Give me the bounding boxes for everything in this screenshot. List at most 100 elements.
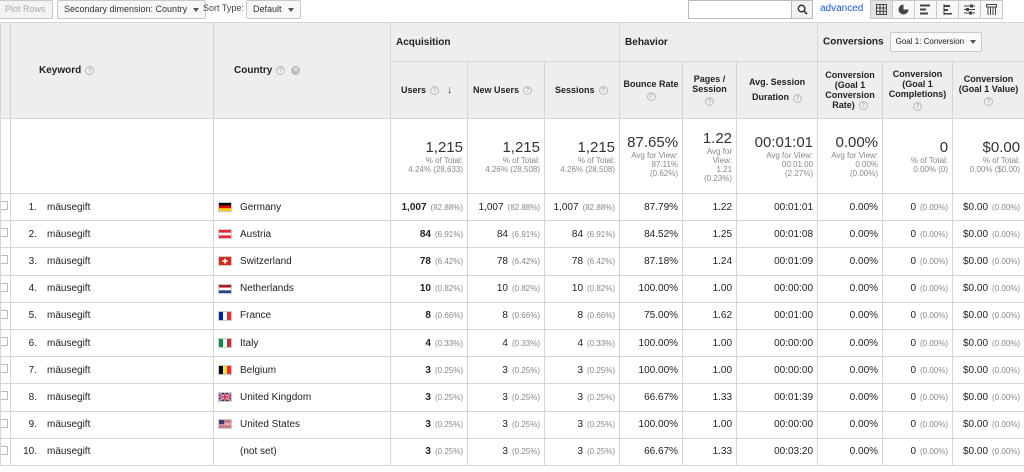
conversion-value-header[interactable]: Conversion (Goal 1 Value)? [952,61,1024,119]
performance-view-button[interactable] [914,0,937,19]
keyword-link[interactable]: mäusegift [47,255,91,267]
country-cell: (not set) [213,437,391,466]
search-input[interactable] [688,0,791,19]
keyword-link[interactable]: mäusegift [47,364,91,376]
row-checkbox[interactable] [0,356,11,385]
pivot-view-button[interactable] [980,0,1003,19]
country-link[interactable]: Italy [240,337,259,349]
keyword-link[interactable]: mäusegift [47,446,91,458]
row-index: 6. [28,337,37,349]
users-value: 84 [419,228,431,240]
help-icon[interactable]: ? [858,101,868,111]
keyword-link[interactable]: mäusegift [47,419,91,431]
country-link[interactable]: (not set) [240,446,277,458]
keyword-link[interactable]: mäusegift [47,228,91,240]
country-link[interactable]: Belgium [240,364,277,376]
row-checkbox[interactable] [0,220,11,249]
total-avg-duration: 00:01:01 Avg for View: 00:01:00 (2.27%) [736,118,819,194]
pages-session-header[interactable]: Pages / Session? [682,61,738,119]
new-users-value: 3 [502,419,508,431]
keyword-link[interactable]: mäusegift [47,201,91,213]
table-view-button[interactable] [870,0,893,19]
keyword-link[interactable]: mäusegift [47,337,91,349]
users-header[interactable]: Users? ↓ [390,61,468,119]
avg-duration-header[interactable]: Avg. Session Duration? [736,61,819,119]
search-icon [797,4,808,15]
country-link[interactable]: France [240,310,272,322]
new-users-value: 3 [502,364,508,376]
select-all-header[interactable] [0,22,11,119]
row-checkbox[interactable] [0,247,11,276]
row-index: 1. [28,201,37,213]
help-icon[interactable]: ? [276,65,286,75]
pie-view-button[interactable] [892,0,915,19]
help-icon[interactable]: ? [85,65,95,75]
bounce-rate-header[interactable]: Bounce Rate? [619,61,684,119]
keyword-cell: 9. mäusegift [10,410,214,439]
bounce-rate-cell: 66.67% [619,383,684,412]
row-checkbox[interactable] [0,383,11,412]
search-button[interactable] [791,0,813,19]
country-link[interactable]: Netherlands [240,283,294,295]
help-icon[interactable]: ? [793,93,803,103]
keyword-link[interactable]: mäusegift [47,310,91,322]
completions-header[interactable]: Conversion (Goal 1 Completions)? [882,61,954,119]
comparison-view-button[interactable] [936,0,959,19]
row-checkbox[interactable] [0,437,11,466]
new-users-pct: (0.25%) [511,365,540,375]
value-pct: (0.00%) [992,229,1021,239]
conversion-value-cell: $0.00 (0.00%) [952,274,1024,303]
keyword-link[interactable]: mäusegift [47,391,91,403]
avg-duration-cell: 00:00:00 [736,274,819,303]
country-link[interactable]: Switzerland [240,255,292,267]
country-link[interactable]: United Kingdom [240,391,312,403]
secondary-dimension-select[interactable]: Secondary dimension: Country [57,0,207,19]
remove-dimension-icon[interactable]: ✕ [291,65,301,75]
country-cell: Belgium [213,356,391,385]
help-icon[interactable]: ? [646,92,656,101]
advanced-filter-link[interactable]: advanced [820,3,864,14]
total-sessions-sub2: 4.26% (28,508) [560,164,616,174]
keyword-link[interactable]: mäusegift [47,283,91,295]
table-row: 5. mäusegift France 8 (0.66%) 8 (0.66%) 8 (0.66%… [0,301,1024,330]
sessions-pct: (0.33%) [587,338,616,348]
help-icon[interactable]: ? [430,85,440,95]
keyword-header[interactable]: Keyword? [10,22,214,119]
row-checkbox[interactable] [0,328,11,358]
value-pct: (0.00%) [992,392,1021,402]
sessions-cell: 84 (6.91%) [543,220,621,249]
conversion-rate-cell: 0.00% [817,383,884,412]
plot-rows-button[interactable]: Plot Rows [0,0,53,19]
checkbox-icon [1,309,8,319]
help-icon[interactable]: ? [598,86,608,96]
sort-type-select[interactable]: Default [246,0,301,19]
totals-spacer [10,118,214,194]
help-icon[interactable]: ? [913,102,923,111]
row-checkbox[interactable] [0,410,11,439]
help-icon[interactable]: ? [984,97,994,106]
conversion-value-cell: $0.00 (0.00%) [952,410,1024,439]
sessions-header[interactable]: Sessions? [543,61,621,119]
help-icon[interactable]: ? [705,97,715,106]
sessions-value: 78 [571,255,584,267]
total-conv-rate-sub2: 0.00% [855,160,879,169]
goal-select[interactable]: Goal 1: Conversion [889,32,983,52]
row-checkbox[interactable] [0,192,11,222]
conversion-rate-header[interactable]: Conversion (Goal 1 Conversion Rate)? [817,61,884,119]
sessions-pct: (6.42%) [587,256,616,266]
country-link[interactable]: United States [240,419,301,431]
country-link[interactable]: Germany [240,201,282,213]
row-checkbox[interactable] [0,274,11,303]
report-toolbar: Plot Rows Secondary dimension: Country S… [0,0,1024,20]
help-icon[interactable]: ? [523,86,533,96]
value-pct: (0.00%) [992,447,1021,457]
new-users-pct: (6.42%) [511,256,540,266]
row-checkbox[interactable] [0,301,11,330]
country-link[interactable]: Austria [240,228,272,240]
new-users-header[interactable]: New Users? [467,61,545,119]
checkbox-icon [1,255,8,265]
flag-belgium-icon [218,365,232,376]
users-cell: 3 (0.25%) [390,437,468,466]
term-cloud-view-button[interactable] [958,0,981,19]
country-header[interactable]: Country? ✕ [213,22,391,119]
